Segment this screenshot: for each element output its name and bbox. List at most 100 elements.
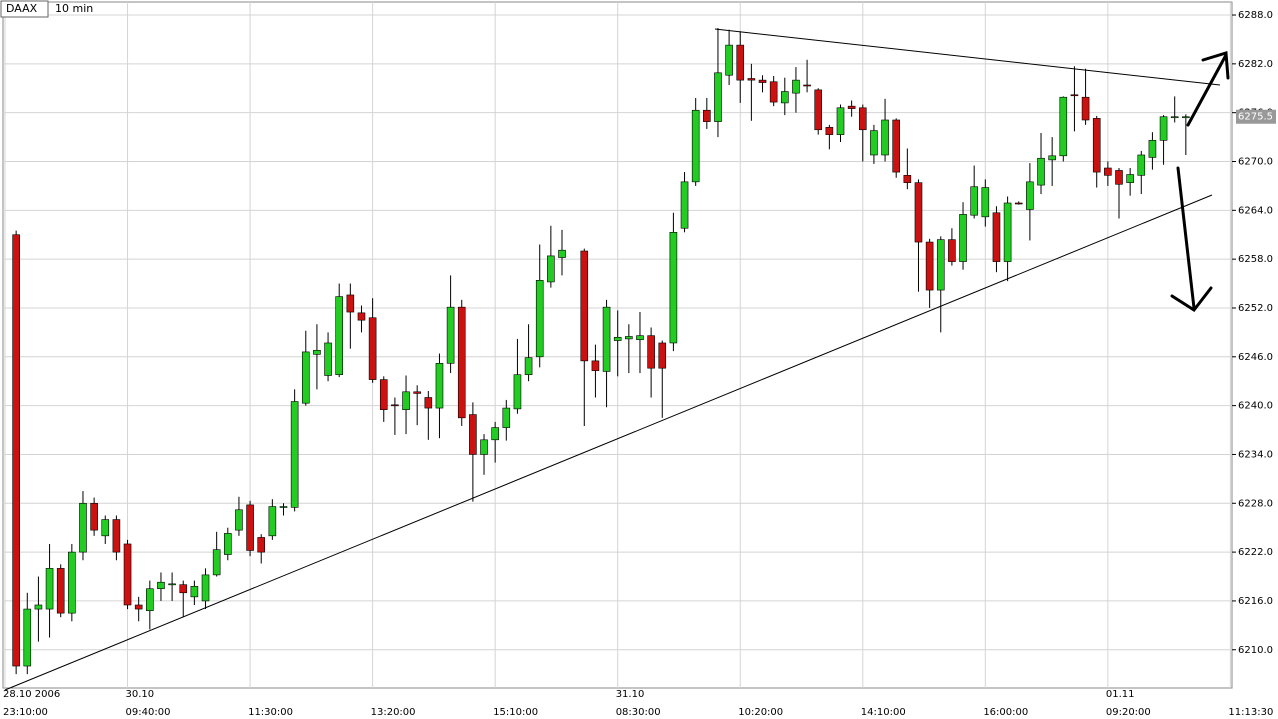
candle-body <box>123 543 132 606</box>
candle-body <box>1115 170 1123 185</box>
candle-body <box>1059 96 1068 157</box>
candle-body <box>1159 116 1168 141</box>
y-tick-label: 6228.0 <box>1238 498 1273 509</box>
candle-body <box>892 119 901 173</box>
y-tick-label: 6222.0 <box>1238 547 1273 558</box>
x-tick-label: 13:20:00 <box>371 707 416 718</box>
candle-body <box>45 568 54 610</box>
candle-body <box>870 130 878 156</box>
x-tick-label: 09:40:00 <box>126 707 171 718</box>
candle-body <box>558 249 566 258</box>
y-tick-label: 6264.0 <box>1238 205 1273 216</box>
x-tick-label: 14:10:00 <box>861 707 906 718</box>
candle-body <box>1092 118 1101 173</box>
candles <box>12 28 1190 675</box>
candle-body <box>691 109 700 183</box>
candle-body <box>279 506 288 508</box>
candle-body <box>23 608 32 667</box>
candle-body <box>146 588 154 611</box>
candle-body <box>836 107 845 135</box>
arrow-down <box>1170 166 1213 313</box>
y-tick-label: 6258.0 <box>1238 254 1273 265</box>
candle-body <box>903 175 912 183</box>
candle-body <box>580 250 589 362</box>
candle-body <box>1048 155 1056 161</box>
candle-body <box>1126 174 1134 183</box>
date-label: 31.10 <box>616 689 645 700</box>
candle-body <box>101 519 110 537</box>
candle-body <box>736 44 745 81</box>
candle-body <box>535 280 544 358</box>
y-tick-label: 6288.0 <box>1238 10 1273 21</box>
candle-body <box>212 549 221 576</box>
candle-body <box>357 312 366 321</box>
candle-body <box>134 604 143 610</box>
symbol: DAAX <box>6 2 38 15</box>
candle-body <box>769 81 778 103</box>
candle-body <box>90 502 98 531</box>
candle-body <box>625 336 633 340</box>
candle-body <box>457 306 466 419</box>
candle-body <box>1148 140 1157 158</box>
y-tick-label: 6240.0 <box>1238 401 1273 412</box>
candle-body <box>235 509 243 531</box>
candle-body <box>858 107 867 131</box>
y-tick-label: 6234.0 <box>1238 449 1273 460</box>
resistance-trendline <box>714 28 1221 86</box>
candle-body <box>402 391 410 410</box>
candle-body <box>647 335 655 369</box>
candle-body <box>1037 157 1045 186</box>
candle-body <box>1170 116 1179 119</box>
candle-body <box>658 342 667 369</box>
support-trendline <box>4 194 1213 691</box>
candle-body <box>725 44 733 76</box>
candle-body <box>747 78 756 81</box>
candle-body <box>936 239 945 291</box>
candle-body <box>157 581 165 590</box>
candle-body <box>491 427 499 441</box>
candle-body <box>379 379 388 410</box>
y-tick-label: 6210.0 <box>1238 645 1273 656</box>
candle-body <box>79 502 87 553</box>
candle-body <box>714 72 722 122</box>
candle-body <box>257 537 266 553</box>
candle-body <box>268 506 277 537</box>
grid <box>3 2 1232 688</box>
x-tick-label: 23:10:00 <box>3 707 48 718</box>
date-label: 01.11 <box>1106 689 1135 700</box>
candle-body <box>1182 116 1190 119</box>
candle-body <box>1137 154 1146 176</box>
candle-body <box>780 91 789 104</box>
candle-body <box>925 241 934 291</box>
candle-body <box>246 504 254 551</box>
candle-body <box>1014 202 1023 205</box>
x-tick-label: 10:20:00 <box>738 707 783 718</box>
x-tick-label: 11:13:30 <box>1228 707 1273 718</box>
last-price-label: 6275.5 <box>1238 112 1273 123</box>
candle-body <box>1081 96 1090 121</box>
candle-body <box>1026 181 1034 210</box>
candle-body <box>613 336 622 341</box>
candle-body <box>68 551 76 614</box>
x-tick-label: 09:20:00 <box>1106 707 1151 718</box>
candle-body <box>825 127 834 135</box>
candle-body <box>602 306 611 372</box>
candle-body <box>881 119 889 156</box>
candle-body <box>224 533 232 555</box>
y-tick-label: 6216.0 <box>1238 596 1273 607</box>
y-tick-label: 6282.0 <box>1238 59 1273 70</box>
candle-body <box>803 84 811 87</box>
candle-body <box>201 574 210 602</box>
candle-body <box>959 214 967 262</box>
last-price-box <box>1236 109 1276 124</box>
candle-body <box>190 585 199 598</box>
candle-body <box>424 397 433 409</box>
candle-body <box>814 89 823 131</box>
symbol-box <box>0 0 49 18</box>
y-tick-label: 6252.0 <box>1238 303 1273 314</box>
candle-body <box>313 349 321 355</box>
candle-body <box>34 604 43 610</box>
candle-body <box>179 584 188 594</box>
x-tick-label: 16:00:00 <box>983 707 1028 718</box>
